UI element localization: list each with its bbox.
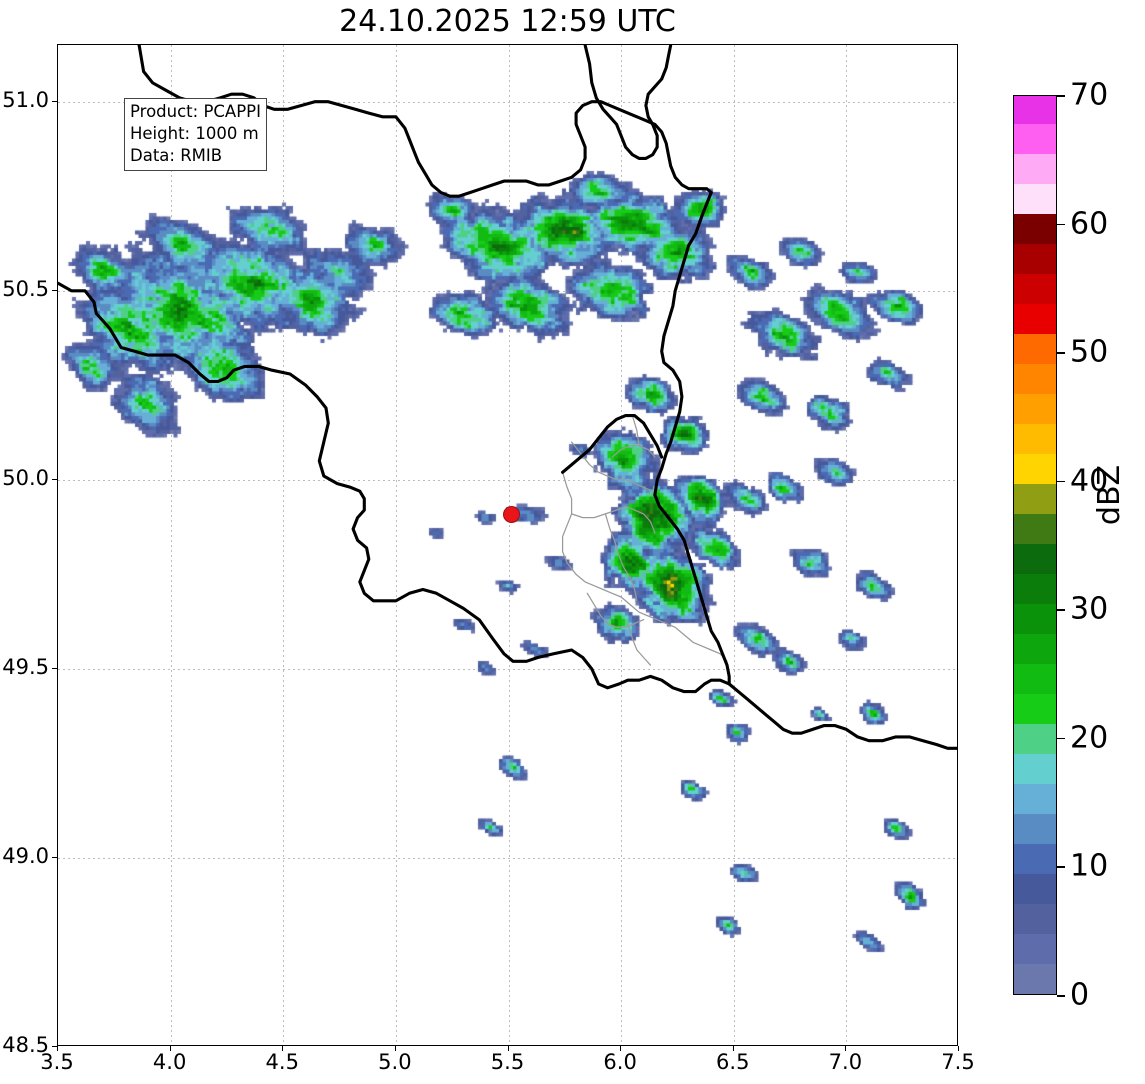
colorbar-tick-label: 50 xyxy=(1070,334,1109,370)
colorbar-band xyxy=(1014,843,1056,874)
colorbar-band xyxy=(1014,243,1056,274)
colorbar-tickmark xyxy=(1057,737,1065,740)
colorbar-band xyxy=(1014,303,1056,334)
colorbar-band xyxy=(1014,123,1056,154)
x-tickmark xyxy=(394,1046,396,1051)
colorbar-band xyxy=(1014,933,1056,964)
info-height: Height: 1000 m xyxy=(130,124,259,144)
colorbar-band xyxy=(1014,273,1056,304)
x-tick-label: 5.5 xyxy=(490,1050,525,1074)
x-tick-label: 7.0 xyxy=(828,1050,863,1074)
colorbar-tickmark xyxy=(1057,223,1065,226)
colorbar-band xyxy=(1014,633,1056,664)
colorbar-gradient xyxy=(1013,95,1057,995)
y-tickmark xyxy=(52,1046,57,1047)
y-tickmark xyxy=(52,478,57,480)
colorbar-band xyxy=(1014,153,1056,184)
colorbar-band xyxy=(1014,693,1056,724)
colorbar-tick-label: 10 xyxy=(1070,848,1109,884)
x-tickmark xyxy=(732,1046,734,1051)
colorbar-tickmark xyxy=(1057,866,1065,869)
country-border xyxy=(58,281,957,750)
colorbar-band xyxy=(1014,663,1056,694)
colorbar-band xyxy=(1014,393,1056,424)
info-data: Data: RMIB xyxy=(130,146,223,166)
colorbar-tickmark xyxy=(1057,480,1065,483)
colorbar-tick-label: 40 xyxy=(1070,463,1109,499)
colorbar-band xyxy=(1014,873,1056,904)
province-border xyxy=(627,622,652,666)
radar-site-marker xyxy=(503,506,521,524)
colorbar-band xyxy=(1014,363,1056,394)
province-border xyxy=(611,445,656,458)
x-tick-label: 5.0 xyxy=(378,1050,412,1074)
map-borders-layer xyxy=(58,45,957,750)
y-tickmark xyxy=(52,100,57,102)
colorbar-tickmark xyxy=(1057,352,1065,354)
colorbar-band xyxy=(1014,603,1056,634)
colorbar-tick-label: 60 xyxy=(1070,206,1109,242)
y-tickmark xyxy=(52,289,57,291)
x-tickmark xyxy=(507,1046,509,1051)
x-tick-label: 3.5 xyxy=(40,1050,74,1074)
province-borders xyxy=(561,414,728,666)
x-tickmark xyxy=(169,1046,171,1051)
colorbar-band xyxy=(1014,813,1056,844)
province-border xyxy=(570,441,658,500)
colorbar-band xyxy=(1014,423,1056,454)
x-tick-label: 6.0 xyxy=(603,1050,637,1074)
colorbar-band xyxy=(1014,783,1056,814)
colorbar-band xyxy=(1014,963,1056,994)
colorbar-band xyxy=(1014,573,1056,604)
country-border xyxy=(653,190,731,686)
colorbar-tick-label: 70 xyxy=(1070,77,1109,113)
country-border xyxy=(583,45,673,160)
colorbar-band xyxy=(1014,483,1056,514)
colorbar-tickmark xyxy=(1057,95,1065,97)
y-tickmark xyxy=(52,667,57,669)
map-plot-area: Product: PCAPPI Height: 1000 m Data: RMI… xyxy=(57,44,958,1046)
colorbar-band xyxy=(1014,753,1056,784)
x-tick-label: 4.0 xyxy=(152,1050,187,1074)
x-tickmark xyxy=(620,1046,622,1051)
x-tickmark xyxy=(282,1046,284,1051)
colorbar-tickmark xyxy=(1057,609,1065,611)
colorbar-tick-label: 20 xyxy=(1070,720,1109,756)
colorbar-band xyxy=(1014,96,1056,124)
province-border xyxy=(631,414,640,447)
y-tickmark xyxy=(52,856,57,858)
colorbar-band xyxy=(1014,453,1056,484)
colorbar-band xyxy=(1014,903,1056,934)
radar-reflectivity-layer xyxy=(58,45,957,1045)
province-border xyxy=(570,505,656,534)
colorbar-band xyxy=(1014,723,1056,754)
country-border xyxy=(561,414,664,474)
colorbar-unit-label: dBZ xyxy=(1092,464,1127,526)
info-product: Product: PCAPPI xyxy=(130,102,261,121)
colorbar-band xyxy=(1014,213,1056,244)
country-border xyxy=(137,45,141,47)
x-tickmark xyxy=(958,1046,959,1051)
colorbar: 0 10 20 30 40 50 60 70 xyxy=(1013,78,1108,1013)
colorbar-band xyxy=(1014,513,1056,544)
province-border xyxy=(604,513,638,602)
colorbar-band xyxy=(1014,543,1056,574)
x-tick-label: 7.5 xyxy=(941,1050,975,1074)
colorbar-band xyxy=(1014,183,1056,214)
page-title: 24.10.2025 12:59 UTC xyxy=(339,4,676,39)
x-tick-label: 4.5 xyxy=(265,1050,299,1074)
colorbar-band xyxy=(1014,333,1056,364)
x-tickmark xyxy=(57,1046,58,1051)
product-info-box: Product: PCAPPI Height: 1000 m Data: RMI… xyxy=(124,98,267,172)
province-border xyxy=(561,471,728,662)
province-border xyxy=(586,592,645,628)
colorbar-tick-label: 30 xyxy=(1070,591,1109,627)
x-tickmark xyxy=(845,1046,847,1051)
x-tick-label: 6.5 xyxy=(716,1050,750,1074)
colorbar-tickmark xyxy=(1057,995,1065,997)
colorbar-tick-label: 0 xyxy=(1070,977,1090,1013)
